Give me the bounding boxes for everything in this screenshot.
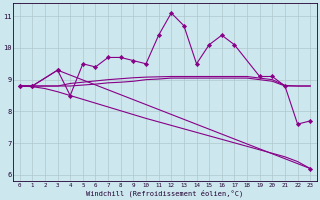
- X-axis label: Windchill (Refroidissement éolien,°C): Windchill (Refroidissement éolien,°C): [86, 189, 244, 197]
